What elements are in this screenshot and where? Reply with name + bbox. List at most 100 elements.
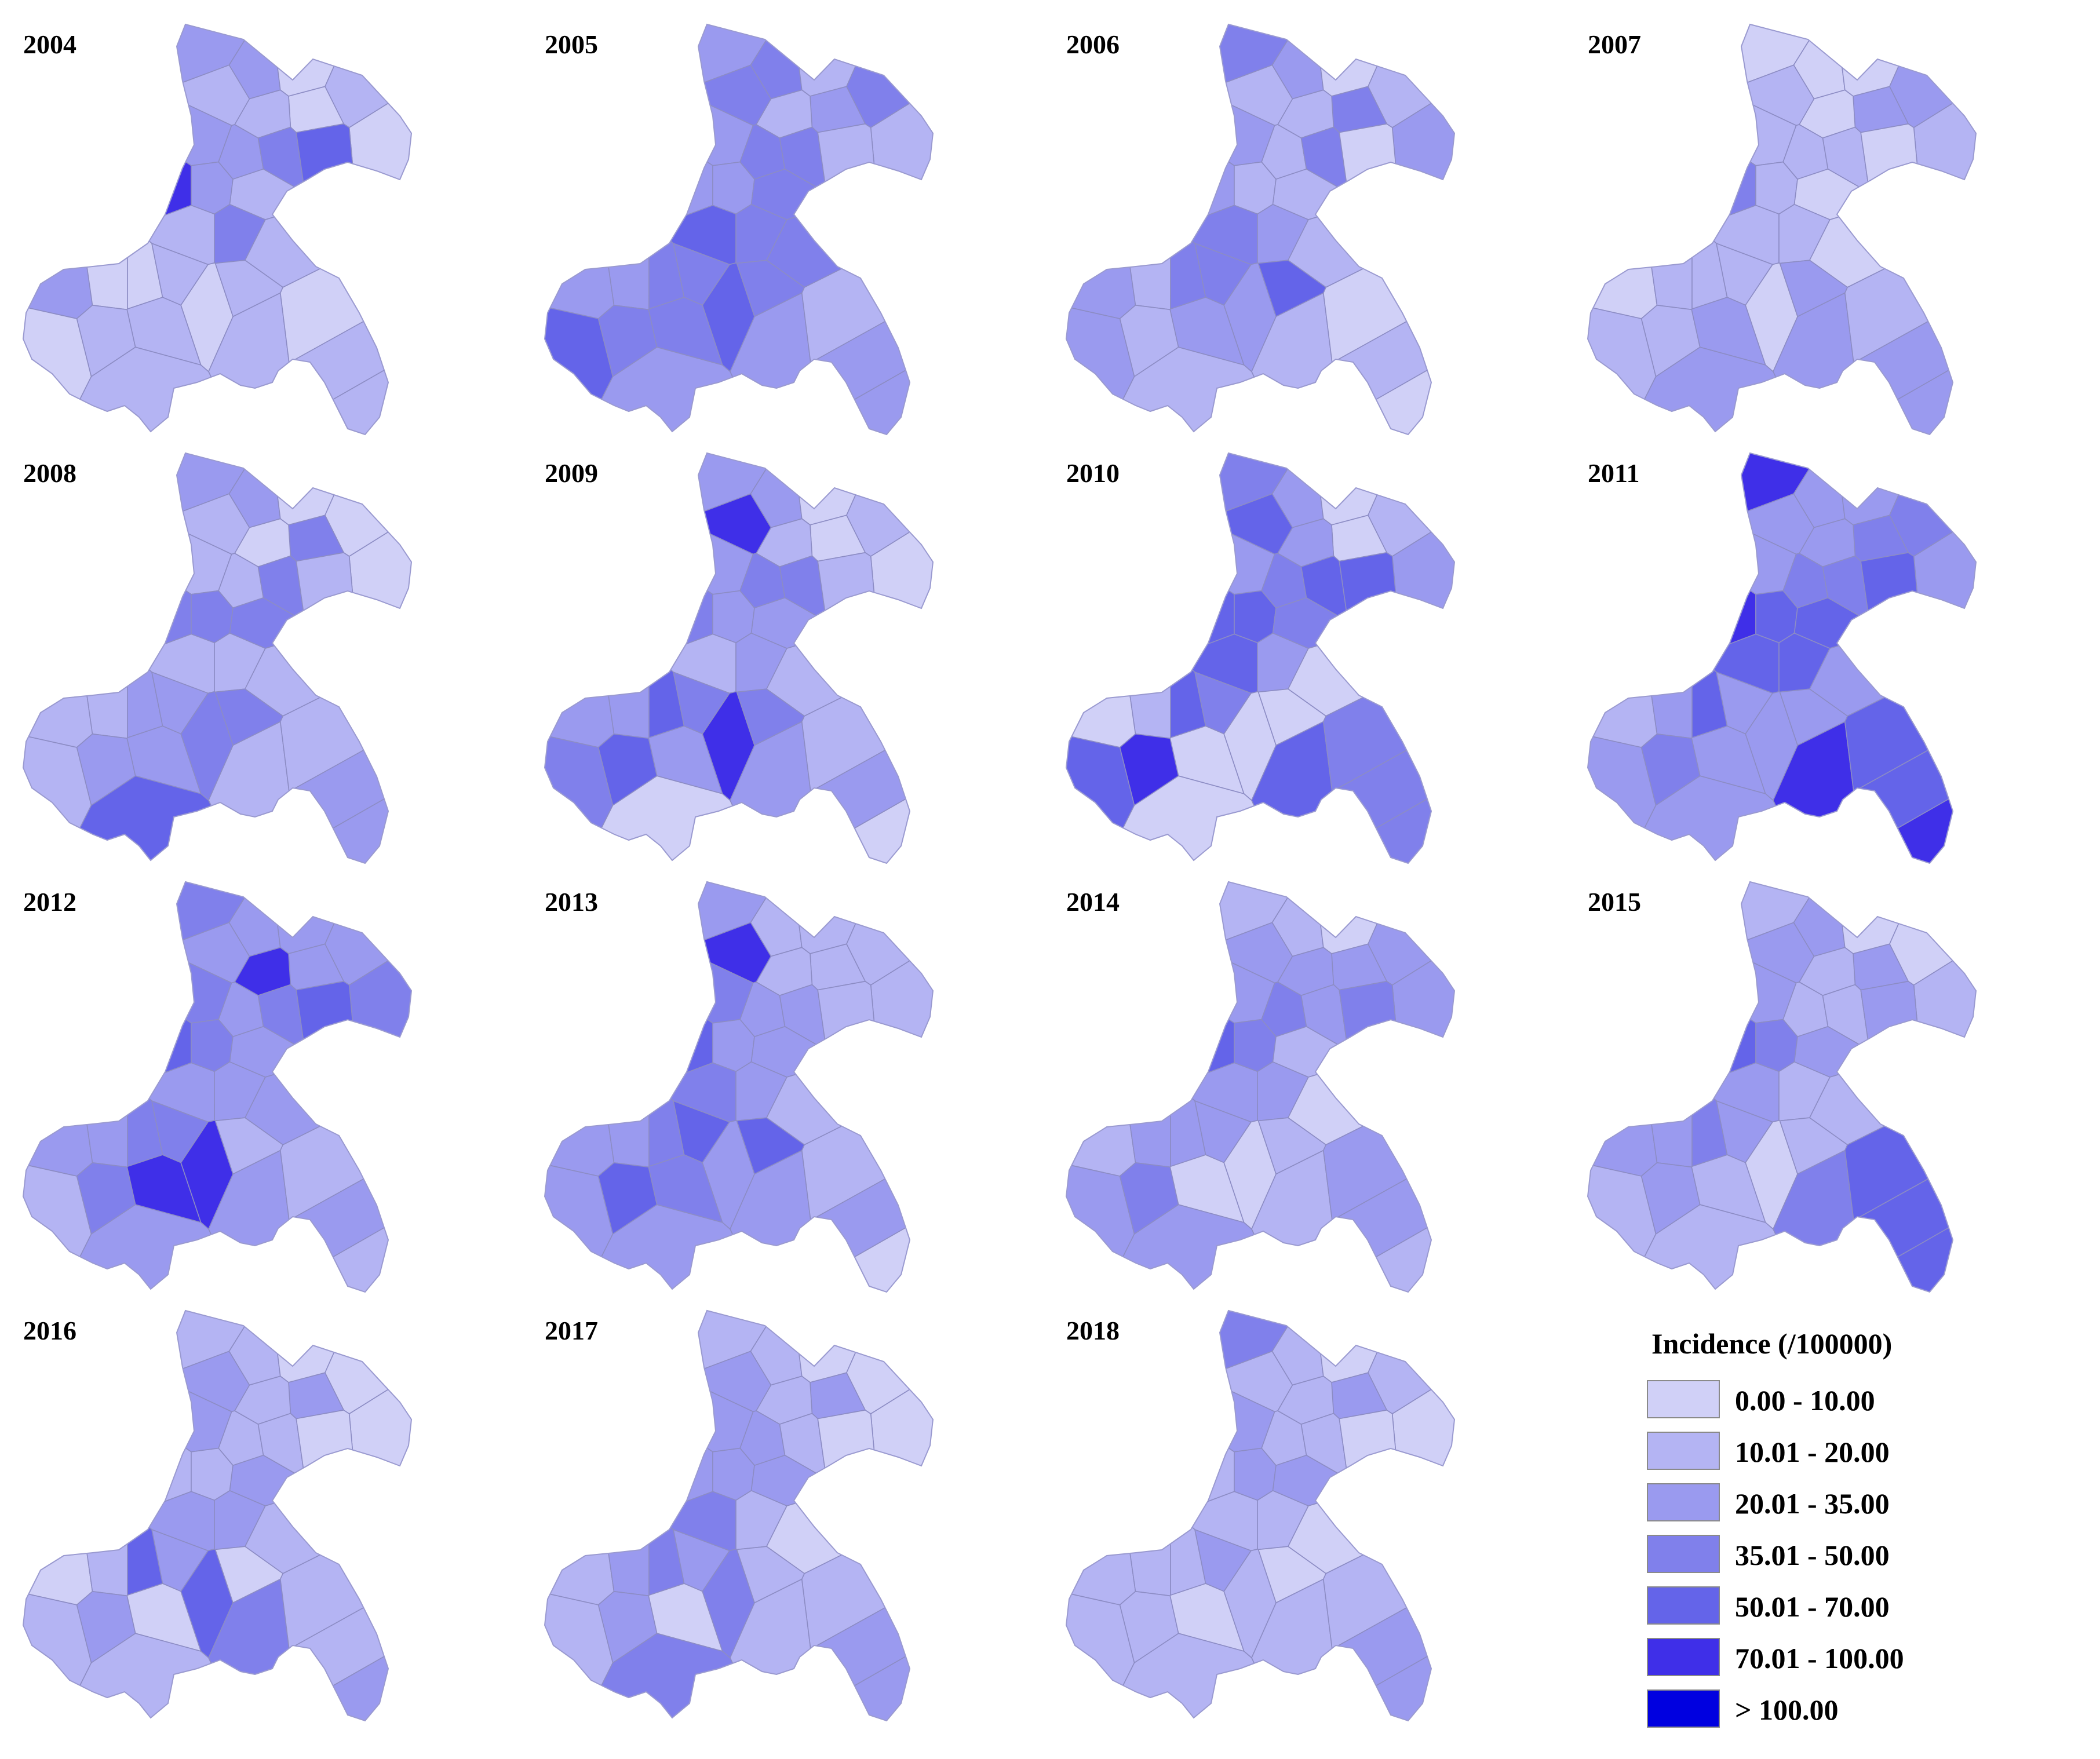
year-label: 2009 xyxy=(545,458,598,488)
map-outline xyxy=(22,881,413,1293)
district-region xyxy=(1066,115,1136,319)
map-panel-2011: 2011 xyxy=(1565,440,2086,869)
district-region xyxy=(1066,1587,1135,1721)
district-region xyxy=(1588,301,1657,435)
legend-swatch xyxy=(1647,1483,1720,1521)
choropleth-map-2007 xyxy=(1587,23,1977,436)
year-label: 2004 xyxy=(23,30,76,59)
map-panel-2015: 2015 xyxy=(1565,869,2086,1298)
district-region xyxy=(1339,552,1402,655)
district-region xyxy=(1588,1158,1657,1292)
map-outline xyxy=(1065,881,1456,1293)
district-region xyxy=(545,543,615,748)
district-region xyxy=(23,925,192,1085)
district-region xyxy=(296,123,359,226)
legend-item: 70.01 - 100.00 xyxy=(1647,1638,2076,1678)
district-region xyxy=(23,729,92,863)
district-region xyxy=(1860,980,1923,1083)
district-region xyxy=(1066,925,1235,1085)
map-panel-2016: 2016 xyxy=(0,1298,522,1727)
map-panel-2005: 2005 xyxy=(522,12,1043,440)
legend-item: 35.01 - 50.00 xyxy=(1647,1535,2076,1575)
choropleth-map-2018 xyxy=(1065,1309,1456,1722)
district-region xyxy=(1066,496,1235,656)
district-region xyxy=(545,67,713,228)
choropleth-map-2006 xyxy=(1065,23,1456,436)
district-region xyxy=(1588,543,1658,748)
legend-item: 20.01 - 35.00 xyxy=(1647,1483,2076,1524)
district-region xyxy=(545,1353,713,1514)
year-label: 2012 xyxy=(23,887,76,917)
legend-label: 70.01 - 100.00 xyxy=(1735,1642,1904,1674)
legend-swatch xyxy=(1647,1586,1720,1625)
district-region xyxy=(23,543,93,748)
map-panel-2013: 2013 xyxy=(522,869,1043,1298)
choropleth-map-2008 xyxy=(22,452,413,864)
district-region xyxy=(1066,543,1136,748)
choropleth-map-2011 xyxy=(1587,452,1977,864)
year-label: 2011 xyxy=(1588,458,1640,488)
map-panel-2004: 2004 xyxy=(0,12,522,440)
map-outline xyxy=(1587,452,1977,864)
district-region xyxy=(817,980,880,1083)
district-region xyxy=(1066,729,1135,863)
legend-label: 20.01 - 35.00 xyxy=(1735,1487,1890,1520)
map-outline xyxy=(1065,1309,1456,1722)
district-region xyxy=(1066,972,1136,1177)
year-label: 2010 xyxy=(1066,458,1120,488)
map-outline xyxy=(544,1309,934,1722)
legend-item: 0.00 - 10.00 xyxy=(1647,1380,2076,1421)
choropleth-map-2009 xyxy=(544,452,934,864)
map-outline xyxy=(1587,23,1977,436)
district-region xyxy=(545,972,615,1177)
map-outline xyxy=(22,452,413,864)
legend-item: > 100.00 xyxy=(1647,1689,2076,1730)
map-outline xyxy=(544,23,934,436)
district-region xyxy=(1339,123,1402,226)
choropleth-map-2015 xyxy=(1587,881,1977,1293)
district-region xyxy=(1066,1158,1135,1292)
map-outline xyxy=(544,881,934,1293)
district-region xyxy=(1588,729,1657,863)
legend-label: 0.00 - 10.00 xyxy=(1735,1384,1875,1417)
map-outline xyxy=(22,23,413,436)
legend-swatch xyxy=(1647,1638,1720,1676)
choropleth-map-2014 xyxy=(1065,881,1456,1293)
district-region xyxy=(23,67,192,228)
legend-swatch xyxy=(1647,1535,1720,1573)
district-region xyxy=(1588,972,1658,1177)
district-region xyxy=(1339,980,1402,1083)
district-region xyxy=(817,1409,880,1512)
district-region xyxy=(1066,1353,1235,1514)
district-region xyxy=(1588,67,1756,228)
district-region xyxy=(1339,1409,1402,1512)
choropleth-map-2016 xyxy=(22,1309,413,1722)
district-region xyxy=(23,1158,92,1292)
map-panel-2007: 2007 xyxy=(1565,12,2086,440)
choropleth-map-2004 xyxy=(22,23,413,436)
map-outline xyxy=(1587,881,1977,1293)
legend-label: 50.01 - 70.00 xyxy=(1735,1590,1890,1623)
district-region xyxy=(545,729,614,863)
map-panel-2006: 2006 xyxy=(1043,12,1565,440)
choropleth-map-2013 xyxy=(544,881,934,1293)
district-region xyxy=(545,1401,615,1605)
legend-swatch xyxy=(1647,1689,1720,1728)
legend: Incidence (/100000) 0.00 - 10.00 10.01 - … xyxy=(1640,1327,2080,1744)
legend-swatch xyxy=(1647,1380,1720,1418)
year-label: 2017 xyxy=(545,1316,598,1345)
choropleth-map-2005 xyxy=(544,23,934,436)
map-outline xyxy=(22,1309,413,1722)
district-region xyxy=(23,1587,92,1721)
year-label: 2013 xyxy=(545,887,598,917)
district-region xyxy=(296,980,359,1083)
year-label: 2007 xyxy=(1588,30,1641,59)
year-label: 2005 xyxy=(545,30,598,59)
legend-item: 10.01 - 20.00 xyxy=(1647,1432,2076,1472)
legend-label: 10.01 - 20.00 xyxy=(1735,1436,1890,1468)
district-region xyxy=(296,552,359,655)
legend-label: > 100.00 xyxy=(1735,1694,1839,1726)
district-region xyxy=(1588,925,1756,1085)
district-region xyxy=(1588,496,1756,656)
choropleth-map-2012 xyxy=(22,881,413,1293)
